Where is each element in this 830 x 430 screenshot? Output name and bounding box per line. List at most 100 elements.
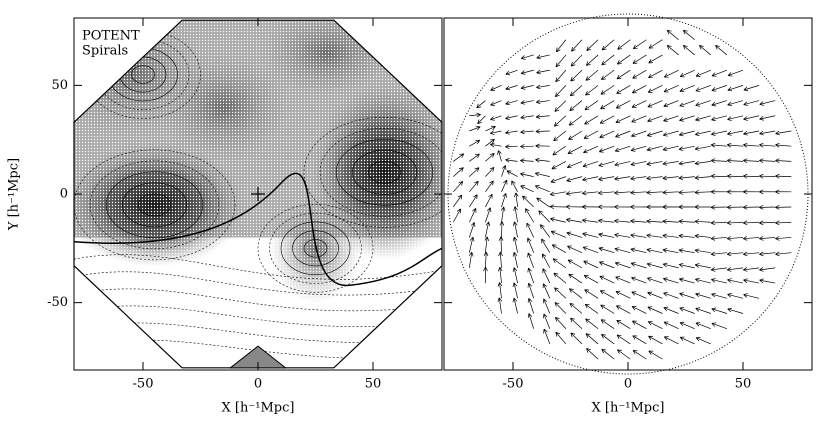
- velocity-arrow: [552, 145, 567, 156]
- velocity-arrow: [601, 333, 615, 345]
- velocity-arrow: [527, 282, 535, 299]
- velocity-arrow: [630, 145, 647, 152]
- velocity-arrow: [710, 236, 727, 241]
- velocity-arrow: [775, 205, 792, 210]
- velocity-arrow: [775, 251, 792, 257]
- contour-line: [96, 38, 190, 110]
- velocity-arrow: [555, 316, 567, 329]
- velocity-arrow: [662, 248, 679, 254]
- velocity-arrow: [759, 220, 776, 226]
- velocity-arrow: [614, 218, 631, 224]
- velocity-arrow: [662, 161, 679, 166]
- velocity-arrow: [646, 247, 663, 254]
- velocity-arrow: [543, 328, 551, 345]
- velocity-arrow: [452, 153, 465, 162]
- velocity-arrow: [512, 236, 518, 253]
- velocity-arrow: [520, 100, 534, 105]
- velocity-arrow: [501, 193, 507, 208]
- velocity-arrow: [501, 165, 507, 177]
- velocity-arrow: [469, 112, 481, 118]
- velocity-arrow: [520, 69, 534, 75]
- velocity-arrow: [536, 84, 550, 90]
- velocity-arrow: [505, 85, 518, 91]
- velocity-arrow: [726, 189, 744, 195]
- contour-zero: [74, 172, 442, 287]
- velocity-arrow: [512, 267, 518, 284]
- velocity-arrow: [543, 313, 551, 329]
- velocity-arrow: [469, 194, 478, 208]
- velocity-arrow: [505, 100, 518, 106]
- velocity-arrow: [566, 176, 583, 183]
- contour-line: [85, 30, 201, 119]
- velocity-arrow: [710, 142, 727, 148]
- velocity-arrow: [759, 205, 776, 210]
- velocity-arrow: [646, 161, 663, 166]
- velocity-arrow: [585, 318, 599, 329]
- velocity-arrow: [726, 142, 744, 148]
- velocity-arrow: [501, 179, 508, 192]
- velocity-arrow: [600, 304, 615, 314]
- velocity-arrow: [630, 262, 647, 269]
- velocity-arrow: [710, 173, 727, 179]
- velocity-arrow: [534, 185, 550, 193]
- velocity-arrow: [726, 173, 744, 179]
- velocity-arrow: [468, 236, 475, 253]
- velocity-arrow: [567, 259, 583, 269]
- velocity-arrow: [726, 267, 744, 272]
- velocity-arrow: [663, 69, 679, 78]
- velocity-arrow: [586, 39, 599, 52]
- velocity-arrow: [711, 130, 727, 136]
- velocity-arrow: [726, 236, 744, 241]
- velocity-arrow: [631, 291, 647, 299]
- velocity-arrow: [569, 288, 583, 299]
- velocity-arrow: [727, 115, 744, 121]
- velocity-arrow: [678, 204, 695, 210]
- contour-line: [122, 182, 188, 228]
- velocity-arrow: [711, 100, 728, 107]
- velocity-arrow: [663, 85, 679, 93]
- velocity-arrow: [468, 251, 474, 268]
- velocity-arrow: [711, 292, 727, 299]
- velocity-arrow: [726, 158, 744, 164]
- velocity-arrow: [490, 142, 502, 148]
- velocity-arrow: [695, 277, 711, 284]
- velocity-arrow: [742, 220, 760, 226]
- velocity-arrow: [535, 143, 550, 149]
- velocity-arrow: [585, 85, 599, 96]
- velocity-arrow: [630, 190, 647, 195]
- velocity-arrow: [452, 180, 464, 193]
- velocity-arrow: [468, 208, 477, 223]
- velocity-arrow: [663, 115, 679, 122]
- velocity-arrow: [511, 180, 518, 192]
- velocity-arrow: [743, 85, 760, 92]
- velocity-arrow: [726, 220, 744, 226]
- contour-line: [351, 149, 417, 195]
- velocity-arrow: [536, 54, 550, 60]
- velocity-arrow: [582, 161, 599, 168]
- velocity-arrow: [759, 115, 776, 121]
- velocity-arrow: [662, 233, 679, 239]
- velocity-arrow: [586, 348, 599, 360]
- velocity-arrow: [632, 335, 647, 345]
- velocity-arrow: [775, 220, 792, 226]
- contour-line: [74, 149, 236, 261]
- velocity-arrow: [571, 39, 583, 52]
- velocity-arrow: [775, 158, 792, 164]
- panel: -50 0 50 X [h⁻¹Mpc]: [443, 13, 813, 416]
- velocity-arrow: [485, 221, 491, 238]
- velocity-arrow: [614, 161, 631, 167]
- velocity-arrow: [551, 244, 567, 253]
- velocity-arrow: [599, 290, 615, 299]
- velocity-arrow: [699, 45, 712, 56]
- velocity-arrow: [468, 222, 476, 238]
- velocity-arrow: [554, 85, 567, 98]
- velocity-arrow: [759, 142, 776, 148]
- contour-line: [368, 160, 401, 184]
- velocity-arrow: [520, 54, 534, 60]
- contour-line: [74, 305, 442, 327]
- velocity-arrow: [662, 219, 679, 224]
- velocity-arrow: [679, 85, 695, 93]
- velocity-arrow: [506, 170, 518, 177]
- velocity-arrow: [694, 175, 711, 181]
- velocity-arrow: [567, 145, 583, 155]
